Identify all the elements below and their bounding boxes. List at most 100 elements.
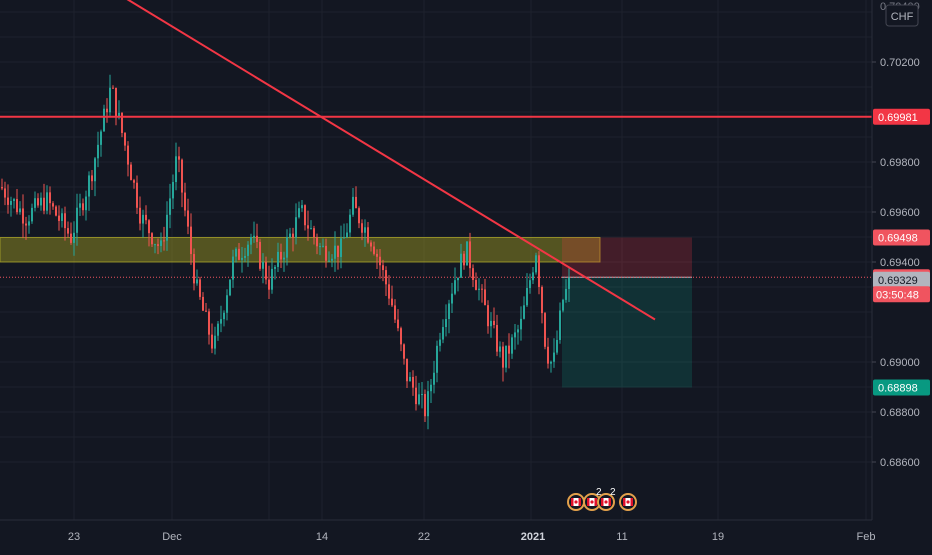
candle-body xyxy=(388,284,390,299)
candle-body xyxy=(256,235,258,242)
candle-body xyxy=(346,232,348,238)
candle-body xyxy=(94,158,96,182)
currency-button[interactable]: CHF xyxy=(885,4,919,27)
candle-body xyxy=(178,156,180,160)
candle-body xyxy=(316,237,318,247)
candle-body xyxy=(112,87,114,89)
candle-body xyxy=(451,293,453,304)
candle-body xyxy=(157,244,159,246)
maple-leaf-icon xyxy=(626,500,630,504)
candle-body xyxy=(487,305,489,327)
currency-button-frame[interactable] xyxy=(885,4,919,27)
candle-body xyxy=(328,260,330,262)
candle-body xyxy=(532,272,534,281)
candle-body xyxy=(205,310,207,312)
candle-body xyxy=(490,320,492,327)
candle-body xyxy=(517,329,519,333)
candle-body xyxy=(364,227,366,233)
candle-body xyxy=(436,345,438,373)
price-badge-label: 0.69981 xyxy=(878,112,918,124)
price-axis-labels: 0.70200 0.69800 0.69600 0.69400 0.69000 0.688… xyxy=(872,57,920,469)
maple-leaf-icon xyxy=(590,500,594,504)
time-axis-label: 19 xyxy=(712,531,724,543)
candle-body xyxy=(325,245,327,261)
candle-body xyxy=(220,319,222,324)
candle-body xyxy=(391,298,393,306)
price-axis-label: 0.69800 xyxy=(880,157,920,169)
flag-red-right xyxy=(630,498,633,506)
candle-body xyxy=(82,203,84,211)
candle-body xyxy=(217,323,219,336)
supply-zone[interactable] xyxy=(0,237,601,263)
candle-body xyxy=(97,144,99,159)
candle-body xyxy=(76,207,78,233)
price-badge-bg xyxy=(873,229,930,246)
event-marker[interactable] xyxy=(567,493,585,511)
candle-body xyxy=(151,233,153,245)
candle-body xyxy=(475,279,477,290)
price-badge-bg xyxy=(873,379,930,396)
candle-body xyxy=(247,244,249,256)
time-axis-label: 22 xyxy=(418,531,430,543)
short-position-stop-zone[interactable] xyxy=(562,237,692,278)
candle-body xyxy=(466,241,468,266)
candle-body xyxy=(166,214,168,241)
candle-body xyxy=(481,288,483,290)
candle-body xyxy=(538,255,540,287)
flag-red-left xyxy=(623,498,626,506)
candle-body xyxy=(88,175,90,197)
candle-body xyxy=(61,213,63,221)
candle-body xyxy=(22,208,24,224)
descending-trendline[interactable] xyxy=(0,0,656,321)
countdown-label: 03:50:48 xyxy=(876,289,919,301)
candle-body xyxy=(559,310,561,340)
flag-red-right xyxy=(578,498,581,506)
candle-body xyxy=(169,198,171,215)
candle-body xyxy=(127,145,129,165)
candle-body xyxy=(535,255,537,273)
event-marker[interactable]: 2 xyxy=(597,487,616,511)
flag-red-right xyxy=(608,498,611,506)
candle-body xyxy=(250,237,252,245)
candle-body xyxy=(304,205,306,226)
candle-body xyxy=(556,339,558,353)
candle-body xyxy=(547,346,549,364)
candle-body xyxy=(457,277,459,281)
candle-body xyxy=(25,223,27,226)
candle-body xyxy=(421,394,423,396)
candle-body xyxy=(31,207,33,222)
candle-body xyxy=(43,197,45,211)
candle-body xyxy=(10,201,12,205)
candle-body xyxy=(181,159,183,193)
candle-body xyxy=(412,376,414,388)
candle-body xyxy=(367,227,369,243)
candle-body xyxy=(454,280,456,294)
candle-body xyxy=(229,279,231,296)
candle-body xyxy=(313,228,315,238)
candle-body xyxy=(358,208,360,224)
price-badge-bg xyxy=(873,271,930,288)
candle-body xyxy=(37,198,39,206)
candlestick-series[interactable] xyxy=(1,74,570,430)
candle-body xyxy=(379,256,381,266)
candle-body xyxy=(340,238,342,257)
candle-body xyxy=(13,199,15,202)
time-axis[interactable] xyxy=(0,520,932,550)
candle-body xyxy=(355,196,357,209)
candle-body xyxy=(403,344,405,359)
price-badge: 0.69981 xyxy=(873,108,930,125)
candle-body xyxy=(208,311,210,335)
candle-body xyxy=(277,251,279,267)
candle-body xyxy=(298,208,300,218)
candle-body xyxy=(187,210,189,227)
candle-body xyxy=(130,164,132,181)
candle-body xyxy=(550,361,552,364)
candle-body xyxy=(7,197,9,205)
event-marker[interactable] xyxy=(619,493,637,511)
price-badge-label: 0.68898 xyxy=(878,383,918,395)
short-position-target-zone[interactable] xyxy=(562,277,692,388)
